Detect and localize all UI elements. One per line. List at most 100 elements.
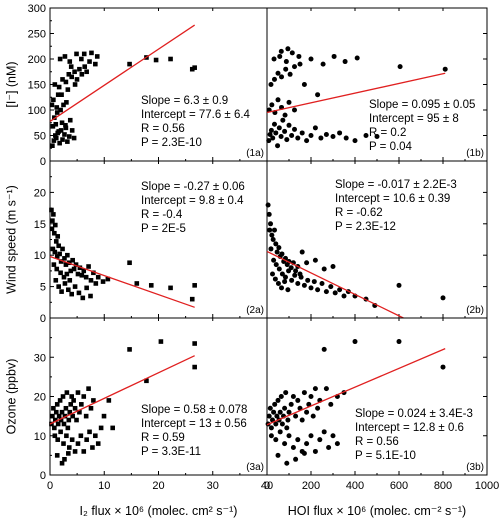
data-point bbox=[64, 100, 69, 105]
data-point bbox=[69, 291, 74, 297]
panel-label: (3b) bbox=[466, 462, 484, 473]
data-point bbox=[79, 56, 84, 62]
data-point bbox=[285, 46, 291, 52]
data-point bbox=[62, 256, 67, 261]
data-point bbox=[94, 54, 100, 59]
data-point bbox=[73, 262, 79, 267]
data-point bbox=[352, 138, 358, 144]
data-point bbox=[304, 409, 310, 415]
data-point bbox=[332, 290, 338, 296]
data-point bbox=[57, 398, 63, 403]
data-point bbox=[268, 82, 274, 87]
data-point bbox=[110, 425, 115, 431]
data-point bbox=[72, 284, 78, 289]
x-tick-label: 600 bbox=[390, 480, 408, 492]
data-point bbox=[271, 121, 277, 127]
data-point bbox=[286, 268, 292, 274]
data-point bbox=[75, 441, 81, 446]
x-tick-label: 20 bbox=[152, 480, 164, 492]
data-point bbox=[61, 274, 67, 280]
stat-line: R = 0.2 bbox=[369, 127, 406, 139]
y-tick-label: 10 bbox=[34, 431, 46, 443]
data-point bbox=[168, 56, 173, 62]
data-point bbox=[106, 398, 112, 403]
data-point bbox=[93, 433, 98, 439]
stat-line: P = 2.3E-12 bbox=[335, 221, 396, 233]
data-point bbox=[342, 59, 348, 65]
data-point bbox=[299, 417, 305, 423]
data-point bbox=[65, 87, 71, 92]
data-point bbox=[268, 127, 274, 133]
y-tick-label: 200 bbox=[28, 54, 46, 66]
data-point bbox=[308, 133, 314, 138]
panel-label: (2b) bbox=[466, 305, 484, 316]
data-point bbox=[343, 135, 349, 141]
data-point bbox=[77, 409, 82, 415]
data-point bbox=[66, 417, 72, 423]
data-point bbox=[292, 272, 298, 278]
data-point bbox=[273, 262, 279, 268]
data-point bbox=[337, 130, 343, 136]
data-point bbox=[88, 293, 93, 299]
data-point bbox=[270, 237, 276, 242]
data-point bbox=[192, 364, 197, 370]
data-point bbox=[59, 289, 64, 294]
data-point bbox=[144, 378, 149, 384]
data-point bbox=[63, 123, 68, 128]
data-point bbox=[91, 270, 96, 276]
data-point bbox=[88, 278, 94, 283]
data-point bbox=[87, 429, 92, 435]
data-point bbox=[268, 246, 274, 252]
data-point bbox=[275, 280, 281, 286]
data-point bbox=[286, 122, 292, 128]
data-point bbox=[67, 278, 73, 283]
data-point bbox=[330, 134, 336, 140]
data-point bbox=[354, 55, 360, 61]
data-point bbox=[301, 390, 307, 396]
data-point bbox=[283, 390, 289, 396]
data-point bbox=[52, 249, 58, 255]
data-point bbox=[337, 287, 343, 293]
data-point bbox=[189, 296, 195, 302]
data-point bbox=[54, 402, 60, 407]
x-tick-label: 800 bbox=[434, 480, 452, 492]
data-point bbox=[61, 441, 66, 446]
stat-line: P = 2E-5 bbox=[141, 223, 186, 235]
data-point bbox=[277, 53, 283, 59]
data-point bbox=[298, 274, 304, 280]
data-point bbox=[81, 268, 87, 274]
data-point bbox=[289, 50, 295, 56]
data-point bbox=[69, 74, 74, 80]
data-point bbox=[293, 456, 299, 462]
data-point bbox=[396, 339, 402, 345]
x-tick-label: 40 bbox=[261, 480, 273, 492]
data-point bbox=[93, 61, 98, 67]
data-point bbox=[55, 421, 61, 427]
data-point bbox=[56, 84, 62, 90]
panel-label: (1a) bbox=[246, 148, 264, 159]
stat-line: Slope = -0.017 ± 2.2E-3 bbox=[335, 179, 457, 191]
data-point bbox=[288, 401, 294, 407]
data-point bbox=[68, 64, 74, 69]
data-point bbox=[49, 207, 54, 213]
data-point bbox=[266, 413, 272, 419]
data-point bbox=[90, 445, 95, 450]
panel-1b: Slope = 0.095 ± 0.05 Intercept = 95 ± 8 R … bbox=[266, 7, 488, 162]
data-point bbox=[321, 266, 327, 272]
data-point bbox=[53, 135, 59, 141]
stat-line: P = 2.3E-10 bbox=[141, 137, 202, 149]
data-point bbox=[50, 246, 56, 252]
data-point bbox=[276, 245, 282, 251]
data-point bbox=[71, 135, 77, 141]
stat-line: Intercept = 9.8 ± 0.4 bbox=[141, 195, 244, 207]
data-point bbox=[317, 437, 323, 443]
data-point bbox=[330, 433, 336, 439]
data-point bbox=[292, 107, 297, 113]
data-point bbox=[293, 268, 299, 274]
data-point bbox=[127, 260, 132, 266]
data-point bbox=[286, 409, 292, 415]
data-point bbox=[295, 397, 301, 403]
data-point bbox=[63, 262, 69, 267]
data-point bbox=[52, 230, 57, 236]
data-point bbox=[57, 251, 62, 257]
